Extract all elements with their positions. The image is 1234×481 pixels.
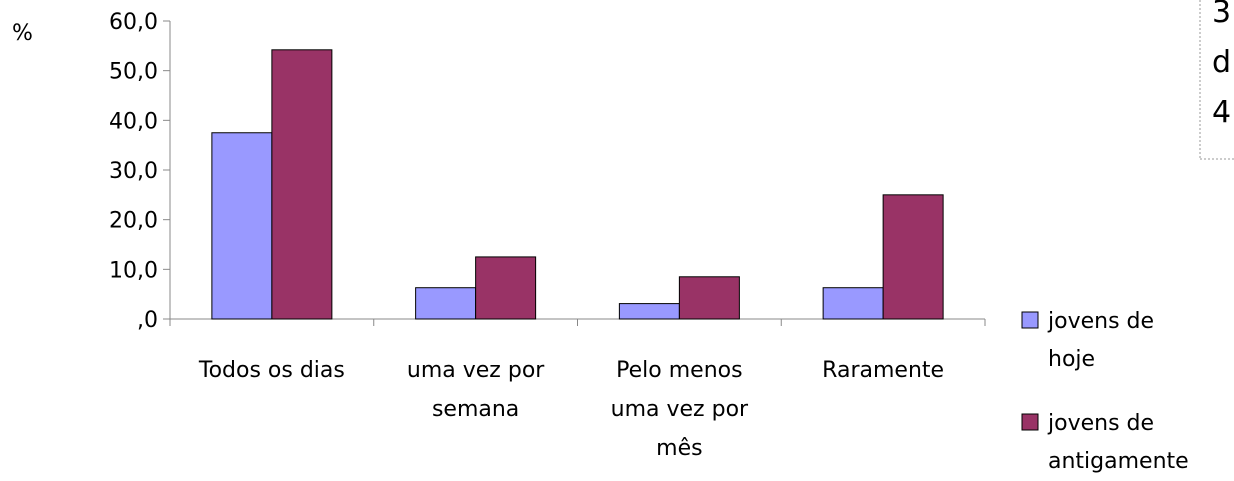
x-category-label: mês [656,436,702,461]
y-tick-label: ,0 [137,308,158,333]
x-category-label: Todos os dias [198,358,345,383]
bar [475,256,537,320]
bar [822,287,884,320]
legend-label: hoje [1048,347,1095,372]
bar [211,132,273,320]
legend-label: antigamente [1048,449,1189,474]
x-category-label: semana [432,397,519,422]
bar [415,287,477,320]
x-category-label: Raramente [822,358,944,383]
axes: ,0 10,0 20,0 30,0 40,0 50,0 60,0 [109,10,986,333]
y-tick-label: 40,0 [109,109,158,134]
legend-label: jovens de [1047,411,1154,436]
y-axis-unit-label: % [12,21,33,46]
corner-text-box: 3 d 4 [1199,0,1234,160]
x-category-label: Pelo menos [616,358,742,383]
y-tick-label: 20,0 [109,209,158,234]
corner-text-line: d [1212,45,1231,80]
bar [678,276,740,320]
x-category-label: uma vez por [611,397,749,422]
legend-swatch [1021,413,1039,431]
bar [271,49,333,320]
legend: jovens de hoje jovens de antigamente [1021,309,1189,474]
bar [882,194,944,320]
legend-swatch [1021,311,1039,329]
y-tick-label: 10,0 [109,258,158,283]
bars [211,49,944,320]
y-tick-label: 60,0 [109,10,158,35]
y-tick-label: 50,0 [109,60,158,85]
legend-label: jovens de [1047,309,1154,334]
corner-text-line: 3 [1212,0,1231,30]
category-labels: Todos os dias uma vez por semana Pelo menos… [198,358,944,461]
corner-text-line: 4 [1212,95,1231,130]
x-category-label: uma vez por [407,358,545,383]
bar [618,303,680,320]
y-tick-label: 30,0 [109,159,158,184]
